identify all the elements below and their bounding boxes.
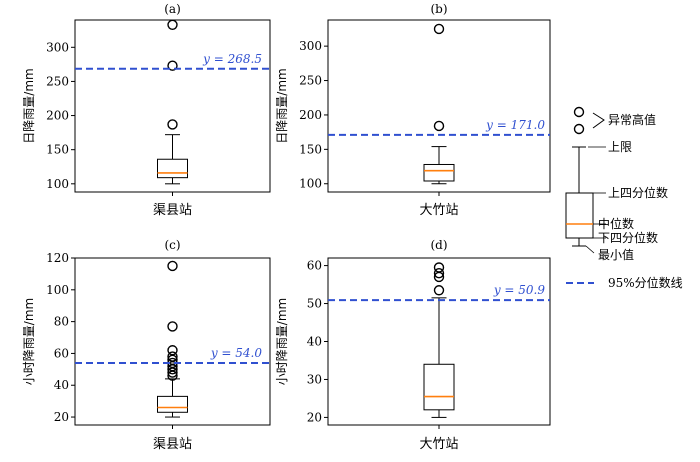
plot-frame [74,19,271,193]
y-tick-label: 60 [307,259,322,273]
legend-outlier-circle-2 [573,123,585,135]
x-category-label: 渠县站 [153,203,192,218]
box-iqr [423,163,455,182]
threshold-label: y = 171.0 [485,118,545,132]
y-tick-label: 100 [299,177,322,191]
chart-panel-4: (d) 20 30 40 50 60 大竹站 小时降雨量/mm y = 50.9 [275,238,551,452]
outlier-point [433,120,445,132]
legend-threshold-label: 95%分位数线 [608,275,683,290]
y-tick-label: 200 [46,109,69,123]
plot-frame [327,19,551,193]
legend-box [565,192,594,239]
outlier-point [433,262,445,273]
x-category-label: 大竹站 [419,437,458,452]
chart-panel-3: (c) 20 40 60 80 100 120 渠县站 小时降雨量/mm y = 54.0 [22,238,271,452]
y-tick-label: 250 [299,74,322,88]
y-tick-label: 300 [299,39,322,53]
y-tick-label: 40 [307,335,322,349]
panel-title: (b) [430,2,447,16]
y-tick-label: 150 [46,143,69,157]
panel-title: (a) [164,2,181,16]
y-axis-label: 小时降雨量/mm [22,298,36,385]
outlier-point [167,351,178,362]
panel-title: (d) [430,238,447,252]
legend-outlier-label: 异常高值 [608,112,656,127]
legend-median-label: 中位数 [598,216,634,231]
box-iqr [157,158,188,179]
legend-min-label: 最小值 [598,247,634,262]
legend-upper-label: 上限 [608,140,632,154]
legend-q3-label: 上四分位数 [608,185,668,200]
y-tick-label: 20 [307,410,322,424]
y-tick-label: 300 [46,40,69,54]
y-tick-label: 40 [54,378,69,392]
x-category-label: 大竹站 [419,203,458,218]
y-tick-label: 250 [46,74,69,88]
box-iqr [157,395,188,413]
chart-panel-1: (a) 100 150 200 250 300 渠县站 日降雨量/mm y = 268.5 [22,2,271,218]
y-tick-label: 80 [54,315,69,329]
chart-panel-2: (b) 100 150 200 250 300 大竹站 日降雨量/mm y = 171.0 [275,2,551,218]
x-category-label: 渠县站 [153,437,192,452]
legend: 异常高值 上限 上四分位数 中位数 下四分位数 最小值 95%分位数线 [565,106,683,290]
panel-title: (c) [164,238,180,252]
outlier-point [167,345,178,356]
y-tick-label: 20 [54,410,69,424]
outlier-point [167,321,178,332]
y-tick-label: 50 [307,297,322,311]
y-tick-label: 120 [46,251,69,265]
y-tick-label: 100 [46,177,69,191]
y-tick-label: 200 [299,108,322,122]
outlier-point [167,19,178,30]
outlier-point [167,260,178,272]
y-tick-label: 30 [307,372,322,386]
outlier-point [167,60,178,71]
threshold-label: y = 268.5 [202,52,262,66]
outlier-point [433,267,445,279]
y-tick-label: 100 [46,283,69,297]
y-tick-label: 150 [299,142,322,156]
legend-min-leader [585,245,595,254]
legend-outlier-circle-1 [573,106,585,118]
threshold-label: y = 50.9 [493,283,546,297]
legend-q1-label: 下四分位数 [598,230,658,245]
y-axis-label: 日降雨量/mm [22,68,36,143]
y-axis-label: 小时降雨量/mm [275,298,289,385]
outlier-point [167,119,178,130]
box-iqr [423,363,455,411]
outlier-point [433,23,445,35]
outlier-point [433,285,445,296]
y-tick-label: 60 [54,346,69,360]
y-axis-label: 日降雨量/mm [275,68,289,143]
plot-frame [74,257,271,426]
legend-outlier-bracket [592,112,605,129]
threshold-label: y = 54.0 [210,346,263,360]
